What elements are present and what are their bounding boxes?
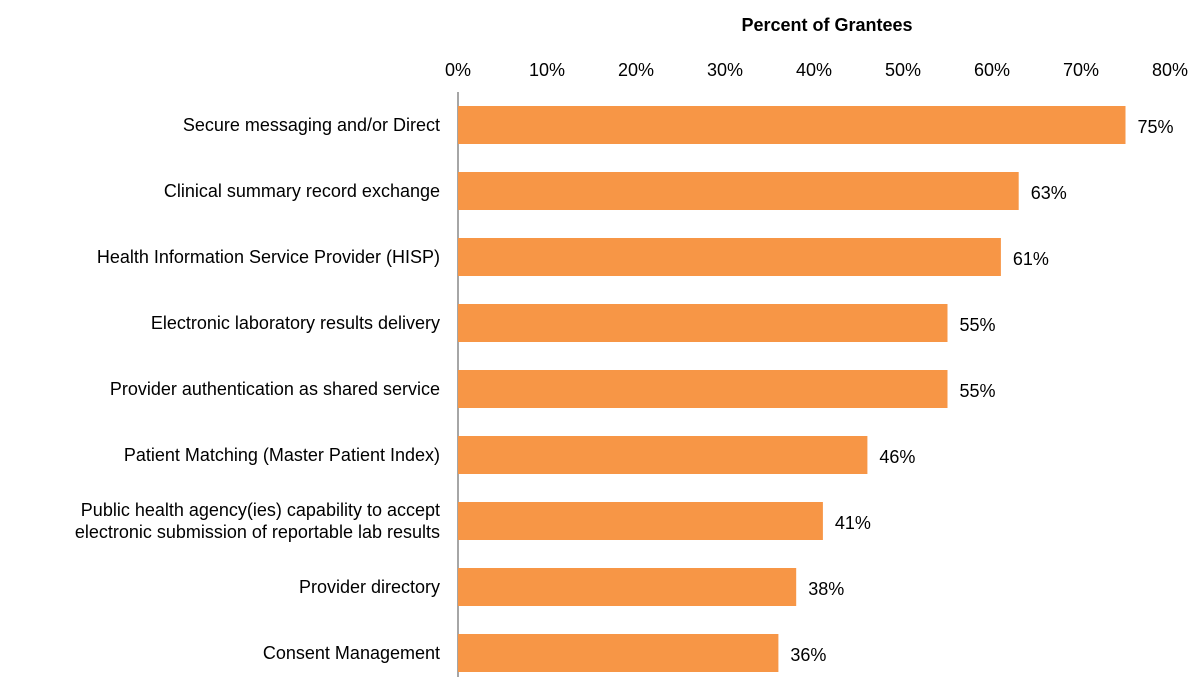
bar	[458, 370, 948, 408]
value-label: 46%	[879, 447, 916, 467]
y-tick-label: Secure messaging and/or Direct	[182, 115, 440, 135]
value-label: 55%	[959, 315, 996, 335]
value-label: 75%	[1137, 117, 1174, 137]
y-tick-label: Provider authentication as shared servic…	[109, 379, 440, 399]
axis-title: Percent of Grantees	[741, 15, 913, 35]
y-tick-label: Public health agency(ies) capability to …	[74, 500, 440, 542]
x-tick-label: 20%	[617, 60, 655, 80]
bar	[458, 502, 823, 540]
value-label: 63%	[1030, 183, 1067, 203]
bar	[458, 634, 779, 672]
x-tick-label: 50%	[884, 60, 922, 80]
y-tick-label: Health Information Service Provider (HIS…	[96, 247, 440, 267]
value-label: 36%	[790, 645, 827, 665]
y-tick-label: Patient Matching (Master Patient Index)	[123, 445, 440, 465]
y-tick-label: Clinical summary record exchange	[163, 181, 440, 201]
y-tick-label: Electronic laboratory results delivery	[150, 313, 440, 333]
value-label: 61%	[1012, 249, 1049, 269]
bar	[458, 106, 1126, 144]
value-label: 38%	[808, 579, 845, 599]
x-tick-label: 0%	[444, 60, 472, 80]
x-tick-label: 60%	[973, 60, 1011, 80]
value-label: 55%	[959, 381, 996, 401]
x-tick-label: 80%	[1151, 60, 1189, 80]
x-tick-label: 70%	[1062, 60, 1100, 80]
y-tick-label: Consent Management	[262, 643, 440, 663]
bar	[458, 238, 1001, 276]
x-tick-label: 10%	[528, 60, 566, 80]
bar	[458, 436, 868, 474]
value-label: 41%	[834, 513, 871, 533]
x-tick-label: 30%	[706, 60, 744, 80]
bar	[458, 172, 1019, 210]
x-tick-label: 40%	[795, 60, 833, 80]
bar	[458, 568, 797, 606]
bar	[458, 304, 948, 342]
y-tick-label: Provider directory	[298, 577, 440, 597]
